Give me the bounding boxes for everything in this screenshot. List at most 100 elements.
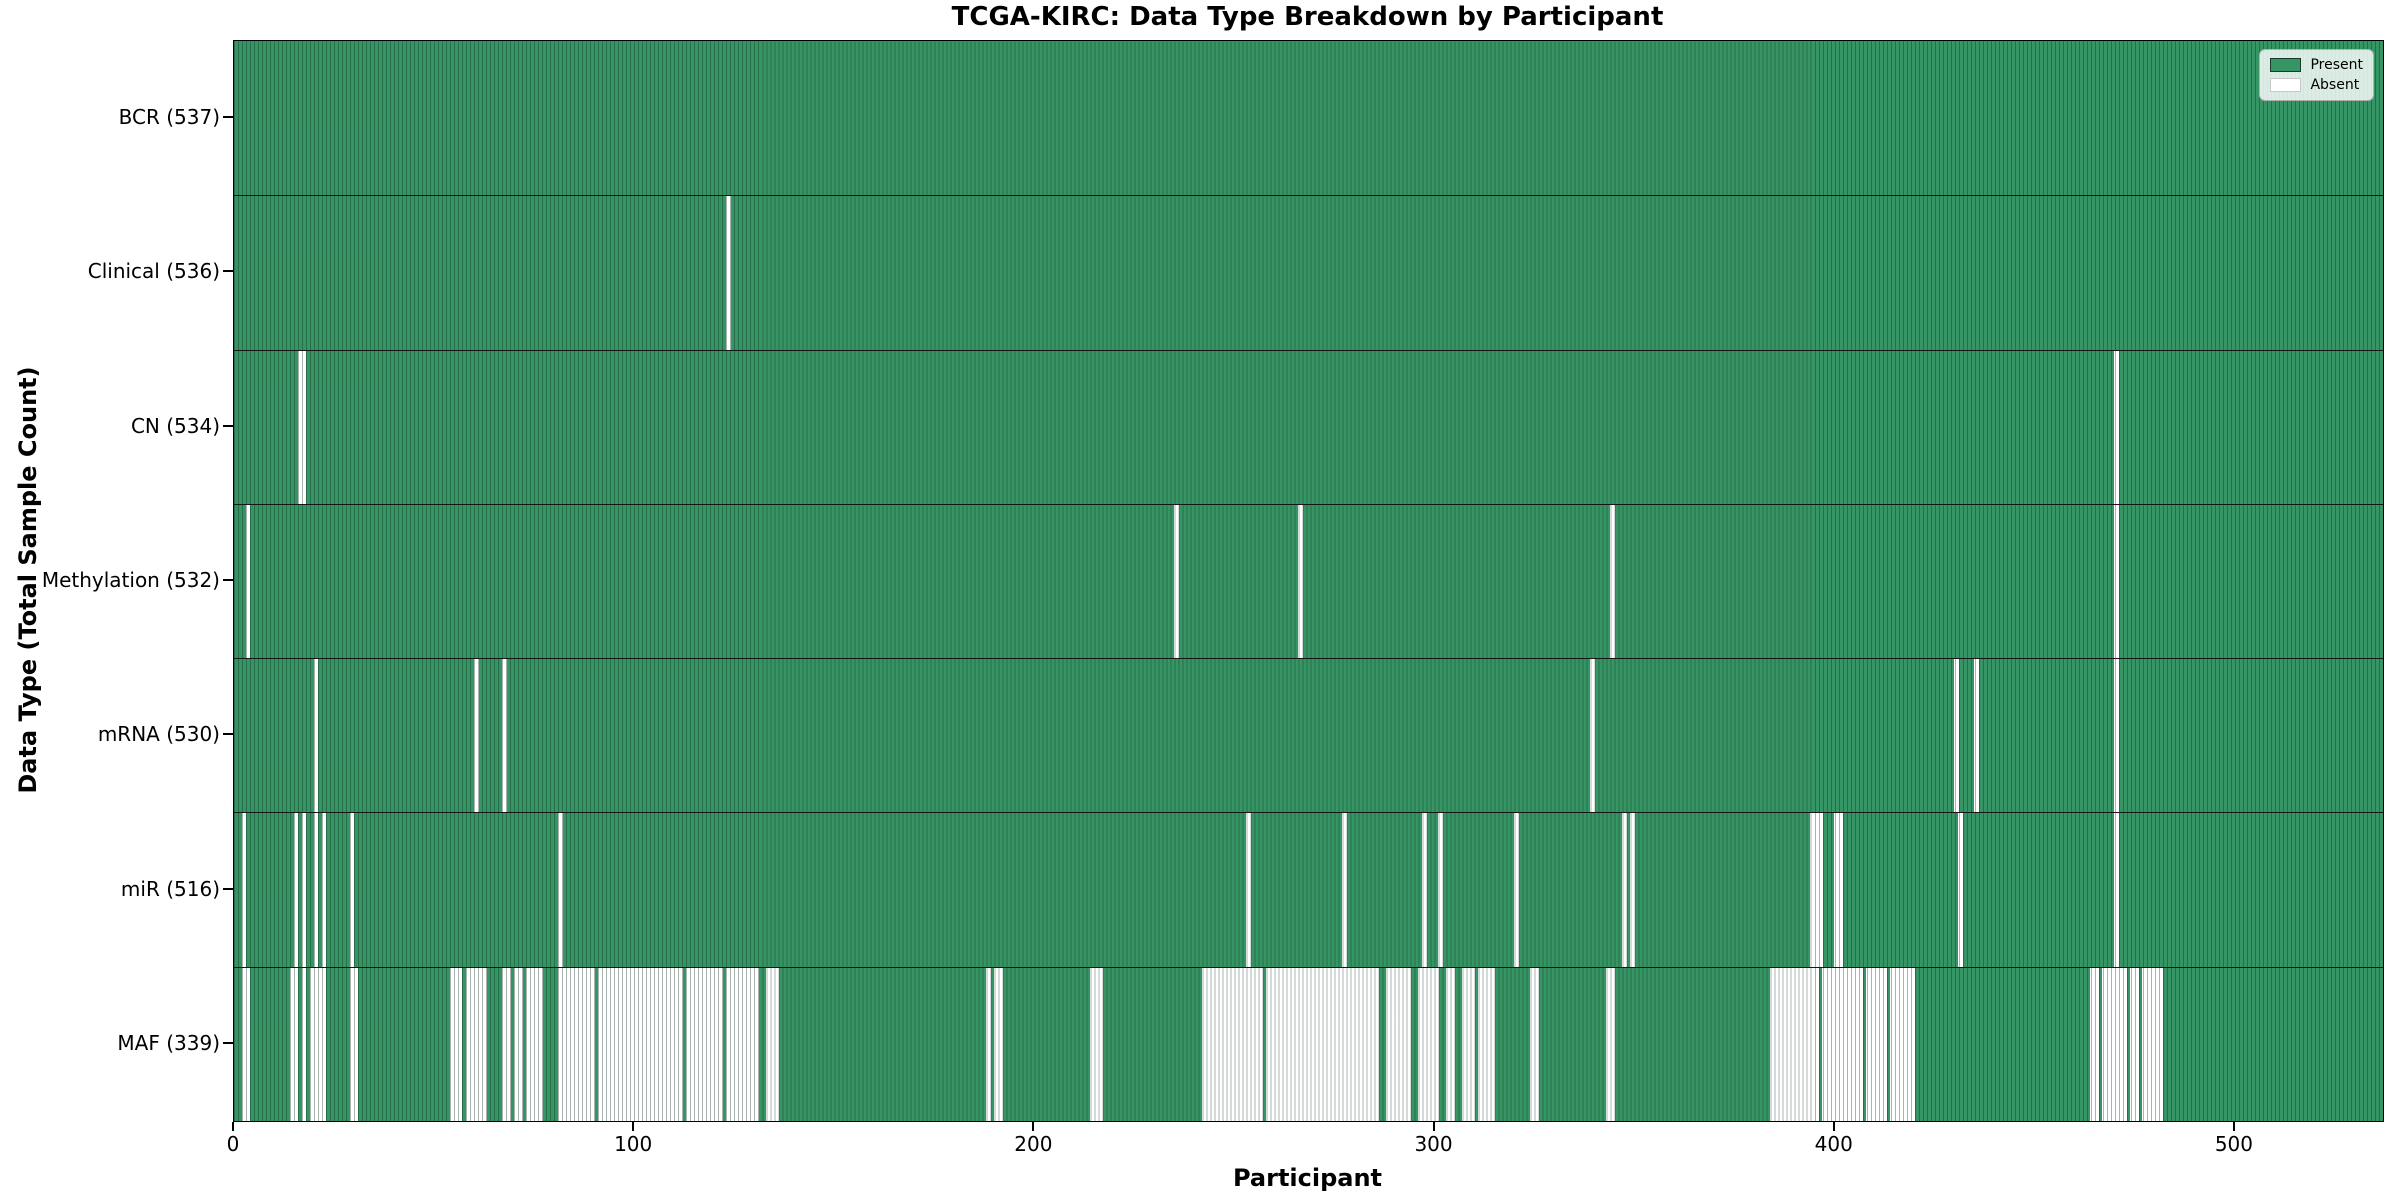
absent-stripe: [313, 659, 319, 813]
absent-stripe: [2114, 659, 2120, 813]
absent-stripe: [1866, 967, 1888, 1121]
absent-stripe: [1418, 967, 1439, 1121]
absent-stripe: [301, 813, 307, 967]
absent-stripe: [2114, 350, 2120, 504]
legend-label-present: Present: [2310, 57, 2363, 73]
absent-stripe: [1462, 967, 1475, 1121]
absent-stripe: [1838, 813, 1844, 967]
absent-stripe: [1266, 967, 1379, 1121]
absent-stripe: [1590, 659, 1596, 813]
absent-stripe: [513, 967, 523, 1121]
row-maf: [234, 966, 2383, 1121]
absent-stripe: [597, 967, 683, 1121]
y-tick-mark: [223, 270, 233, 273]
x-tick-mark: [2232, 1122, 2235, 1131]
absent-stripe: [241, 813, 247, 967]
x-tick-mark: [1832, 1122, 1835, 1131]
absent-stripe: [1954, 659, 1960, 813]
absent-stripe: [1958, 813, 1964, 967]
absent-stripe: [1422, 813, 1427, 967]
absent-stripe: [1814, 813, 1820, 967]
absent-stripe: [525, 967, 543, 1121]
y-tick-mark: [223, 733, 233, 736]
x-tick-label-500: 500: [2214, 1132, 2254, 1156]
x-tick-label-400: 400: [1814, 1132, 1853, 1156]
absent-stripe: [349, 813, 355, 967]
x-tick-label-100: 100: [614, 1132, 653, 1156]
absent-stripe: [473, 659, 479, 813]
absent-stripe: [449, 967, 463, 1121]
absent-stripe: [1890, 967, 1916, 1121]
legend-entry-present: Present: [2270, 58, 2363, 72]
absent-stripe: [301, 967, 307, 1121]
row-cn: [234, 349, 2383, 504]
y-tick-label-bcr: BCR (537): [118, 105, 220, 130]
absent-stripe: [2090, 967, 2100, 1121]
absent-stripe: [241, 967, 251, 1121]
y-tick-mark: [223, 579, 233, 581]
absent-stripe: [1386, 967, 1411, 1121]
absent-stripe: [1834, 813, 1840, 967]
absent-stripe: [1514, 813, 1519, 967]
absent-stripe: [557, 813, 563, 967]
absent-stripe: [293, 813, 299, 967]
absent-stripe: [1630, 813, 1636, 967]
absent-stripe: [1478, 967, 1495, 1121]
absent-stripe: [309, 967, 327, 1121]
absent-stripe: [1438, 813, 1443, 967]
absent-stripe: [2130, 967, 2140, 1121]
absent-stripe: [297, 350, 303, 504]
absent-stripe: [1818, 813, 1824, 967]
row-mir: [234, 812, 2383, 967]
absent-stripe: [1606, 967, 1616, 1121]
absent-stripe: [349, 967, 359, 1121]
absent-stripe: [313, 813, 319, 967]
row-mrna: [234, 658, 2383, 813]
absent-stripe: [1770, 967, 1820, 1121]
y-tick-label-mir: miR (516): [120, 876, 220, 901]
absent-stripe: [985, 967, 991, 1121]
absent-stripe: [289, 967, 299, 1121]
absent-stripe: [725, 196, 731, 350]
y-tick-label-maf: MAF (339): [117, 1030, 220, 1055]
present-swatch-icon: [2270, 58, 2302, 72]
absent-stripe: [1610, 504, 1616, 659]
x-tick-mark: [632, 1122, 635, 1131]
absent-stripe: [245, 504, 251, 659]
absent-stripe: [993, 967, 1003, 1121]
absent-stripe: [2114, 504, 2120, 659]
y-tick-label-cn: CN (534): [130, 413, 220, 438]
absent-stripe: [725, 967, 759, 1121]
absent-stripe: [2102, 967, 2128, 1121]
y-tick-mark: [223, 887, 233, 890]
legend-label-absent: Absent: [2310, 77, 2360, 93]
absent-stripe: [321, 813, 327, 967]
x-tick-label-0: 0: [226, 1132, 240, 1156]
x-tick-label-300: 300: [1414, 1132, 1453, 1156]
absent-stripe: [1530, 967, 1539, 1121]
x-tick-mark: [1432, 1122, 1435, 1131]
y-tick-mark: [223, 424, 233, 427]
chart-title: TCGA-KIRC: Data Type Breakdown by Partic…: [951, 2, 1664, 32]
absent-stripe: [501, 659, 507, 813]
absent-stripe: [1298, 504, 1303, 659]
row-methylation: [234, 503, 2383, 659]
x-tick-mark: [1032, 1122, 1035, 1131]
absent-stripe: [1810, 813, 1816, 967]
plot-area: Present Absent: [233, 40, 2384, 1122]
absent-stripe: [1174, 504, 1179, 659]
absent-stripe: [1202, 967, 1263, 1121]
y-tick-label-methylation: Methylation (532): [41, 568, 220, 592]
row-bcr: [234, 41, 2383, 196]
y-tick-mark: [223, 116, 233, 119]
y-tick-label-clinical: Clinical (536): [87, 259, 220, 284]
absent-stripe: [465, 967, 487, 1121]
x-tick-label-200: 200: [1014, 1132, 1053, 1156]
x-axis-label: Participant: [1232, 1164, 1383, 1192]
y-tick-label-mrna: mRNA (530): [97, 722, 220, 747]
absent-stripe: [1974, 659, 1980, 813]
absent-stripe: [501, 967, 511, 1121]
absent-stripe: [1622, 813, 1628, 967]
absent-stripe: [2142, 967, 2164, 1121]
x-tick-mark: [232, 1122, 234, 1131]
